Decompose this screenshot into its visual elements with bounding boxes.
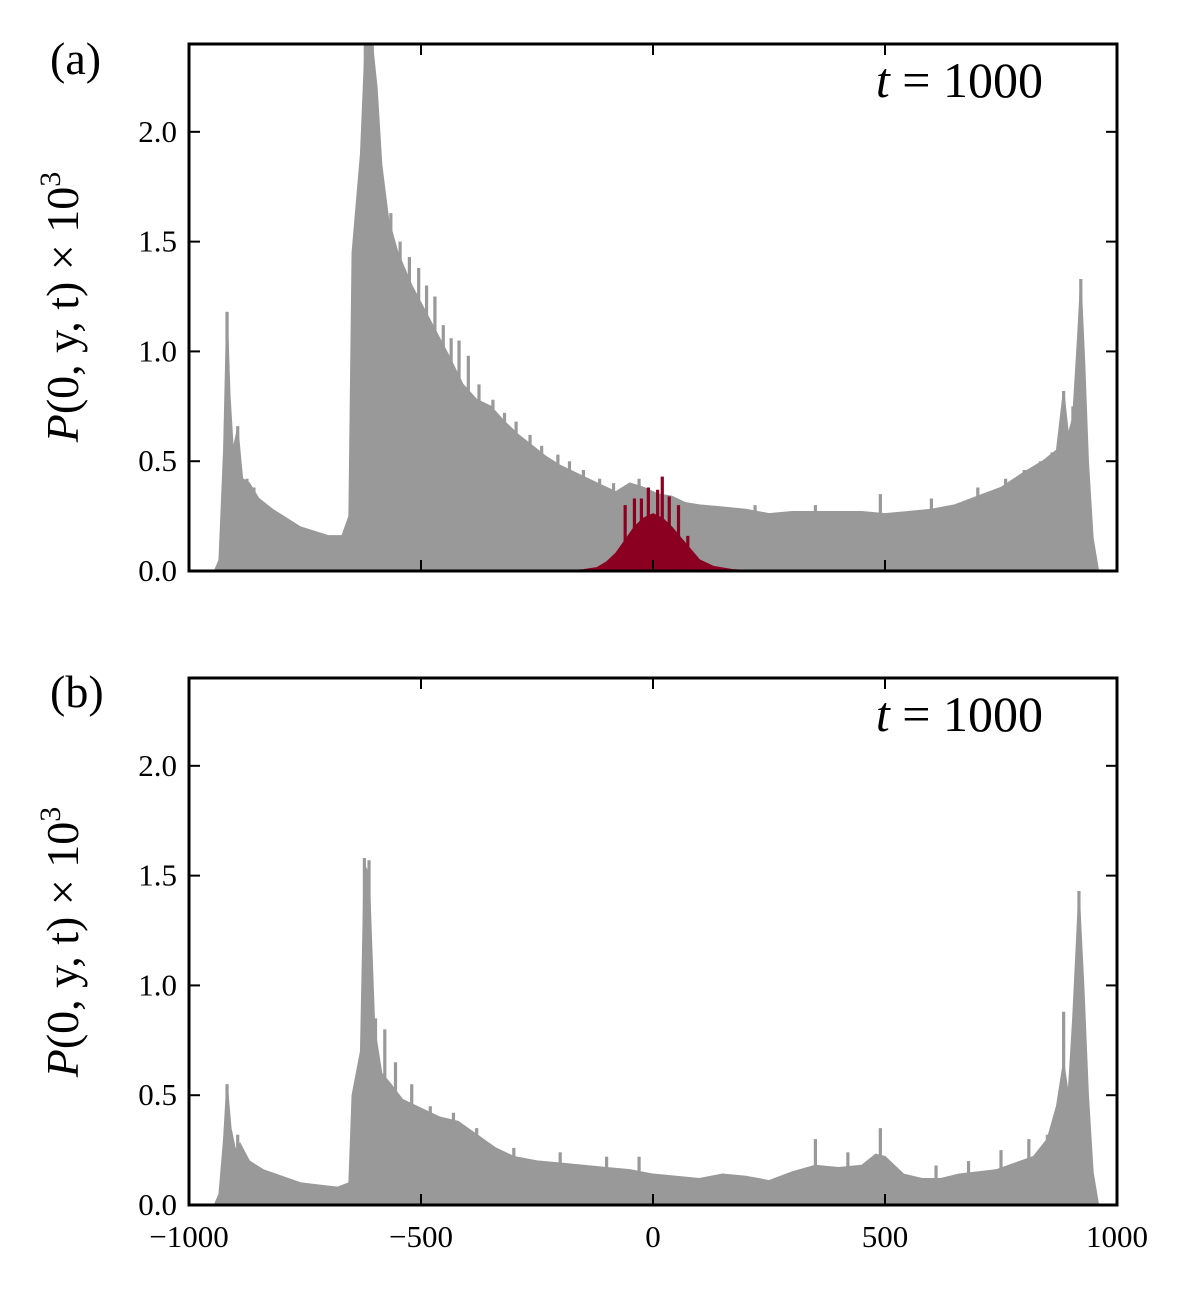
ylabel-exp-a: 3 — [34, 172, 67, 187]
y-tick-label: 1.5 — [138, 858, 177, 893]
y-tick-label: 2.0 — [138, 114, 177, 149]
ylabel-base-b: 10 — [37, 822, 88, 868]
x-tick-label: −500 — [389, 1219, 453, 1254]
annot-eq-a: = — [902, 52, 930, 108]
y-tick-label: 1.0 — [138, 333, 177, 368]
ylabel-args-b: (0, y, t) — [37, 917, 88, 1049]
annot-var-a: t — [876, 52, 891, 108]
plot-area-1 — [213, 858, 1100, 1205]
ylabel-args-a: (0, y, t) — [37, 282, 88, 414]
axes-frame — [187, 676, 1119, 1207]
annot-var-b: t — [876, 686, 891, 742]
y-tick-label: 0.5 — [138, 1077, 177, 1112]
plot-area-0 — [213, 44, 1100, 571]
ylabel-base-a: 10 — [37, 187, 88, 233]
panel-b: (b) P(0, y, t) × 103 t = 1000 −1000 −500 0… — [34, 666, 1148, 1254]
ylabel-exp-b: 3 — [34, 807, 67, 822]
time-annotation-a: t = 1000 — [876, 52, 1043, 108]
series-gray-area — [213, 864, 1100, 1205]
panel-label-a: (a) — [50, 33, 101, 84]
annot-value-b: 1000 — [943, 686, 1043, 742]
annot-eq-b: = — [902, 686, 930, 742]
y-tick-label: 0.5 — [138, 443, 177, 478]
y-tick-label: 0.0 — [138, 553, 177, 588]
annot-value-a: 1000 — [943, 52, 1043, 108]
panel-label-b: (b) — [50, 666, 104, 717]
y-axis-label-a: P(0, y, t) × 103 — [34, 172, 88, 444]
x-tick-label: 1000 — [1086, 1219, 1148, 1254]
y-tick-label: 1.0 — [138, 967, 177, 1002]
ylabel-prefix-a: P — [37, 414, 88, 443]
time-annotation-b: t = 1000 — [876, 686, 1043, 742]
ylabel-times-b: × — [37, 879, 88, 905]
svg-text:P(0, y, t) × 103: P(0, y, t) × 103 — [34, 807, 88, 1079]
y-axis-label-b: P(0, y, t) × 103 — [34, 807, 88, 1079]
y-tick-label: 0.0 — [138, 1187, 177, 1222]
x-tick-label: −1000 — [149, 1219, 228, 1254]
svg-text:P(0, y, t) × 103: P(0, y, t) × 103 — [34, 172, 88, 444]
y-tick-label: 2.0 — [138, 748, 177, 783]
x-tick-label: 0 — [645, 1219, 661, 1254]
y-tick-label: 1.5 — [138, 224, 177, 259]
panel-a: (a) P(0, y, t) × 103 t = 1000 0.0 0.5 1.0 1… — [34, 33, 1119, 588]
ylabel-times-a: × — [37, 244, 88, 270]
ylabel-prefix-b: P — [37, 1049, 88, 1078]
x-tick-label: 500 — [862, 1219, 909, 1254]
